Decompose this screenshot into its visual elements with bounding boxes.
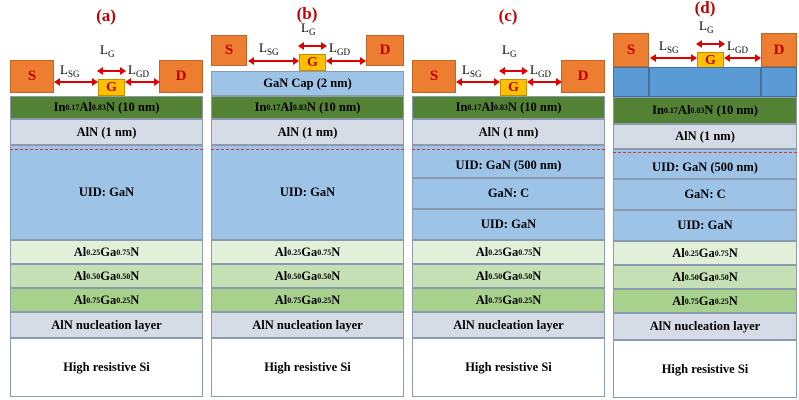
lsg-arrow [248, 57, 299, 65]
panel-c: (c) S D G LG LSG LGD In 0.17 Al 0.83 N (10 n… [412, 0, 605, 400]
lsg-label: LSG [659, 38, 679, 55]
passivation-layer [649, 67, 761, 97]
buffer-layer-2: Al 0.50 Ga 0.50 N [613, 265, 797, 289]
nucleation-layer: AlN nucleation layer [412, 312, 605, 338]
2deg-line [10, 149, 203, 150]
source-contact: S [412, 60, 456, 93]
panel-d-label: (d) [694, 0, 716, 17]
panel-d: (d) S D G LG LSG LGD In 0.17 Al 0.83 N (10 n… [613, 0, 797, 400]
lgd-arrow [724, 54, 761, 62]
uid-gan-layer: UID: GaN [10, 145, 203, 240]
lsg-arrow [456, 78, 500, 86]
uid-gan-500-layer: UID: GaN (500 nm) [412, 145, 605, 178]
buffer-layer-1: Al 0.25 Ga 0.75 N [613, 241, 797, 265]
lg-label: LG [502, 42, 517, 59]
uid-gan-layer: UID: GaN [211, 145, 404, 240]
barrier-layer: In 0.17 Al 0.83 N (10 nm) [10, 96, 203, 119]
lsg-label: LSG [60, 62, 80, 79]
lg-label: LG [100, 42, 115, 59]
2deg-line [613, 152, 797, 153]
substrate-layer: High resistive Si [412, 338, 605, 397]
source-contact: S [10, 60, 54, 93]
gate-contact: G [500, 79, 527, 96]
lg-label: LG [699, 18, 714, 35]
nucleation-layer: AlN nucleation layer [10, 312, 203, 338]
gan-cap-layer: GaN Cap (2 nm) [211, 71, 404, 96]
nucleation-layer: AlN nucleation layer [613, 313, 797, 340]
spacer-layer: AlN (1 nm) [10, 119, 203, 145]
lsg-label: LSG [259, 40, 279, 57]
spacer-layer: AlN (1 nm) [412, 119, 605, 145]
drain-contact: D [159, 60, 203, 93]
panel-a: (a) S D G LG LSG LGD In 0.17 Al 0.83 N (10 n… [10, 0, 203, 400]
buffer-layer-3: Al 0.75 Ga 0.25 N [211, 288, 404, 312]
lg-arrow [298, 42, 327, 50]
substrate-layer: High resistive Si [211, 338, 404, 397]
uid-gan-layer: UID: GaN [412, 209, 605, 240]
source-contact: S [211, 35, 247, 66]
buffer-layer-1: Al 0.25 Ga 0.75 N [412, 240, 605, 264]
lgd-label: LGD [128, 62, 149, 79]
source-contact: S [613, 33, 649, 67]
lsg-arrow [54, 78, 98, 86]
gan-c-layer: GaN: C [613, 179, 797, 210]
uid-gan-500-layer: UID: GaN (500 nm) [613, 149, 797, 179]
2deg-line [211, 149, 404, 150]
gan-c-layer: GaN: C [412, 178, 605, 209]
panel-c-label: (c) [498, 6, 518, 25]
barrier-layer: In 0.17 Al 0.83 N (10 nm) [613, 97, 797, 124]
buffer-layer-1: Al 0.25 Ga 0.75 N [10, 240, 203, 264]
buffer-layer-3: Al 0.75 Ga 0.25 N [412, 288, 605, 312]
passivation-layer-right [761, 67, 797, 97]
lg-label: LG [301, 20, 316, 37]
substrate-layer: High resistive Si [10, 338, 203, 397]
uid-gan-layer: UID: GaN [613, 210, 797, 241]
lsg-label: LSG [462, 62, 482, 79]
lgd-label: LGD [329, 40, 350, 57]
nucleation-layer: AlN nucleation layer [211, 312, 404, 338]
barrier-layer: In 0.17 Al 0.83 N (10 nm) [211, 96, 404, 119]
buffer-layer-3: Al 0.75 Ga 0.25 N [613, 289, 797, 313]
barrier-layer: In 0.17 Al 0.83 N (10 nm) [412, 96, 605, 119]
buffer-layer-1: Al 0.25 Ga 0.75 N [211, 240, 404, 264]
lgd-arrow [527, 78, 562, 86]
lg-arrow [97, 67, 126, 75]
lg-arrow [696, 40, 725, 48]
lgd-arrow [326, 57, 366, 65]
spacer-layer: AlN (1 nm) [613, 124, 797, 149]
drain-contact: D [366, 35, 404, 66]
gate-contact: G [299, 54, 326, 71]
drain-contact: D [561, 60, 605, 93]
buffer-layer-2: Al 0.50 Ga 0.50 N [412, 264, 605, 288]
spacer-layer: AlN (1 nm) [211, 119, 404, 145]
lsg-arrow [650, 54, 697, 62]
buffer-layer-3: Al 0.75 Ga 0.25 N [10, 288, 203, 312]
lg-arrow [499, 67, 528, 75]
panel-b: (b) S D G LG LSG LGD GaN Cap (2 nm) In 0.… [211, 0, 404, 400]
panel-a-label: (a) [96, 6, 116, 25]
lgd-label: LGD [727, 38, 748, 55]
lgd-label: LGD [530, 62, 551, 79]
drain-contact: D [761, 33, 797, 67]
buffer-layer-2: Al 0.50 Ga 0.50 N [10, 264, 203, 288]
buffer-layer-2: Al 0.50 Ga 0.50 N [211, 264, 404, 288]
passivation-layer-left [613, 67, 649, 97]
panel-b-label: (b) [296, 4, 318, 23]
lgd-arrow [125, 78, 160, 86]
2deg-line [412, 149, 605, 150]
substrate-layer: High resistive Si [613, 340, 797, 398]
gate-contact: G [98, 79, 125, 96]
